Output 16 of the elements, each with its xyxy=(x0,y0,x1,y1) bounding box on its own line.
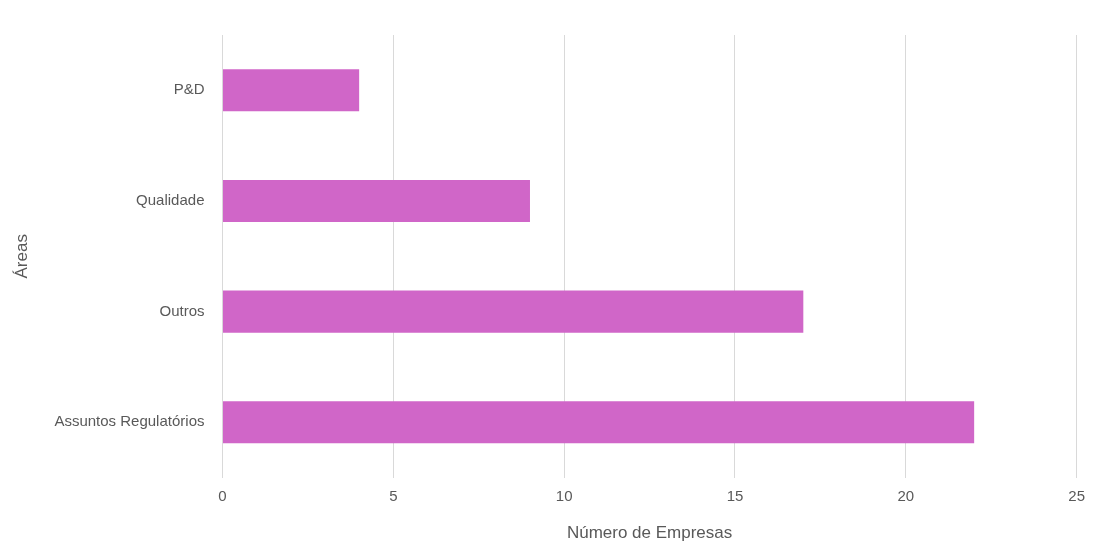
x-tick-label: 25 xyxy=(1068,486,1085,504)
x-tick-label: 10 xyxy=(555,486,573,504)
x-tick-label: 20 xyxy=(897,486,915,504)
bar xyxy=(222,179,530,222)
y-axis-title: Áreas xyxy=(11,234,31,279)
bar xyxy=(222,290,804,333)
x-tick-label: 15 xyxy=(726,486,744,504)
x-tick-label: 5 xyxy=(389,486,398,504)
y-tick-label: Assuntos Regulatórios xyxy=(54,412,205,430)
y-tick-label: Qualidade xyxy=(136,191,205,209)
bar xyxy=(222,401,975,444)
x-tick-label: 0 xyxy=(218,486,227,504)
y-tick-label: P&D xyxy=(173,80,205,98)
y-tick-label: Outros xyxy=(159,301,205,319)
x-axis-title: Número de Empresas xyxy=(566,523,733,543)
bar xyxy=(222,69,360,112)
